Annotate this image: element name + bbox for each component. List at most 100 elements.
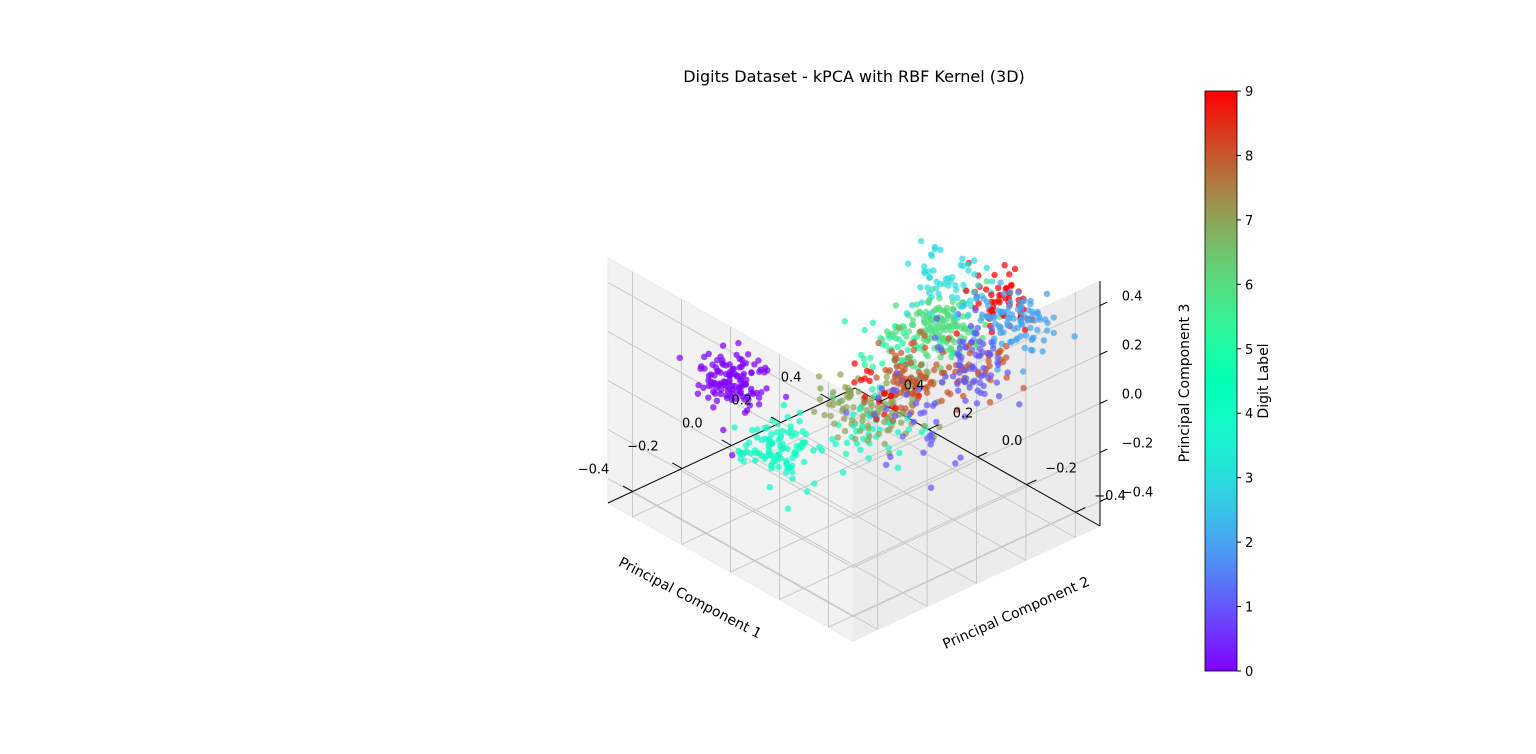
data-point [883, 461, 890, 468]
data-point [829, 436, 836, 443]
data-point [856, 427, 864, 434]
data-point [983, 278, 990, 285]
data-point [918, 429, 926, 436]
data-point [712, 390, 719, 397]
data-point [844, 385, 852, 392]
data-point [994, 354, 1001, 361]
data-point [755, 401, 763, 408]
y-tick-label: 0.4 [781, 370, 802, 385]
data-point [983, 286, 990, 293]
data-point [864, 437, 871, 444]
data-point [735, 339, 742, 347]
data-point [1016, 401, 1023, 408]
data-point [924, 284, 931, 291]
data-point [935, 290, 942, 298]
data-point [918, 299, 925, 306]
data-point [916, 386, 923, 393]
data-point [955, 362, 962, 369]
data-point [701, 365, 708, 372]
colorbar-tick-label: 1 [1245, 601, 1253, 616]
data-point [745, 396, 752, 403]
data-point [985, 349, 993, 357]
x-tick-label: −0.2 [1045, 462, 1077, 477]
data-point [894, 343, 901, 351]
data-point [901, 366, 908, 373]
data-point [861, 393, 869, 400]
chart-title: Digits Dataset - kPCA with RBF Kernel (3… [683, 67, 1025, 86]
data-point [875, 339, 882, 347]
data-point [906, 376, 913, 383]
z-grid-line [852, 403, 1101, 519]
data-point [722, 382, 730, 390]
data-point [878, 385, 886, 392]
data-point [964, 260, 972, 268]
data-point [832, 440, 839, 448]
data-point [793, 443, 800, 450]
data-point [866, 377, 873, 385]
data-point [835, 399, 842, 407]
data-point [1010, 315, 1017, 322]
data-point [970, 257, 978, 264]
data-point [920, 317, 928, 324]
data-point [956, 369, 963, 376]
colorbar-ticks: 0 1 2 3 4 5 6 7 8 9 [1237, 85, 1253, 680]
data-point [902, 361, 909, 368]
data-point [973, 330, 980, 337]
data-point [868, 395, 876, 402]
data-point [731, 370, 738, 378]
data-point [779, 440, 786, 448]
data-point [766, 452, 774, 459]
data-point [1015, 289, 1022, 296]
data-point [729, 452, 736, 459]
data-point [881, 390, 888, 398]
data-point [1006, 322, 1013, 329]
data-point [753, 389, 760, 397]
data-point [995, 393, 1003, 400]
data-point [763, 385, 770, 392]
data-point [952, 460, 959, 467]
data-point [784, 505, 792, 512]
z-grid-line [607, 478, 854, 617]
data-point [796, 409, 804, 416]
data-point [855, 388, 862, 395]
data-point [784, 445, 791, 452]
data-point [985, 357, 992, 365]
data-point [928, 251, 935, 258]
data-point [988, 291, 995, 299]
data-point [945, 335, 952, 342]
y-grid-line [681, 468, 928, 607]
data-point [938, 379, 946, 386]
data-point [931, 243, 939, 251]
data-point [979, 340, 987, 348]
data-point [885, 444, 892, 452]
data-point [1020, 368, 1027, 375]
data-point [942, 275, 950, 283]
data-point [789, 462, 796, 469]
data-point [843, 439, 851, 447]
colorbar-tick-label: 8 [1245, 149, 1253, 164]
data-point [881, 440, 888, 448]
data-point [829, 401, 837, 408]
z-tick-mark [1099, 350, 1108, 355]
data-point [676, 354, 683, 361]
data-point [863, 367, 871, 374]
y-grid-line [632, 491, 878, 630]
data-point [903, 333, 910, 340]
data-point [942, 373, 949, 380]
data-point [1007, 298, 1014, 306]
z-tick-label: −0.4 [1122, 485, 1154, 500]
data-point [1018, 321, 1025, 328]
data-point [859, 417, 866, 425]
data-point [906, 383, 913, 390]
data-point [912, 400, 920, 407]
data-point [974, 324, 982, 332]
data-point [867, 354, 874, 362]
data-point [830, 388, 837, 396]
y-tick-mark [770, 416, 782, 423]
data-point [918, 372, 925, 379]
data-point [850, 422, 857, 429]
data-point [906, 411, 913, 418]
data-point [1034, 308, 1041, 316]
data-point [925, 268, 932, 275]
data-point [827, 412, 834, 420]
